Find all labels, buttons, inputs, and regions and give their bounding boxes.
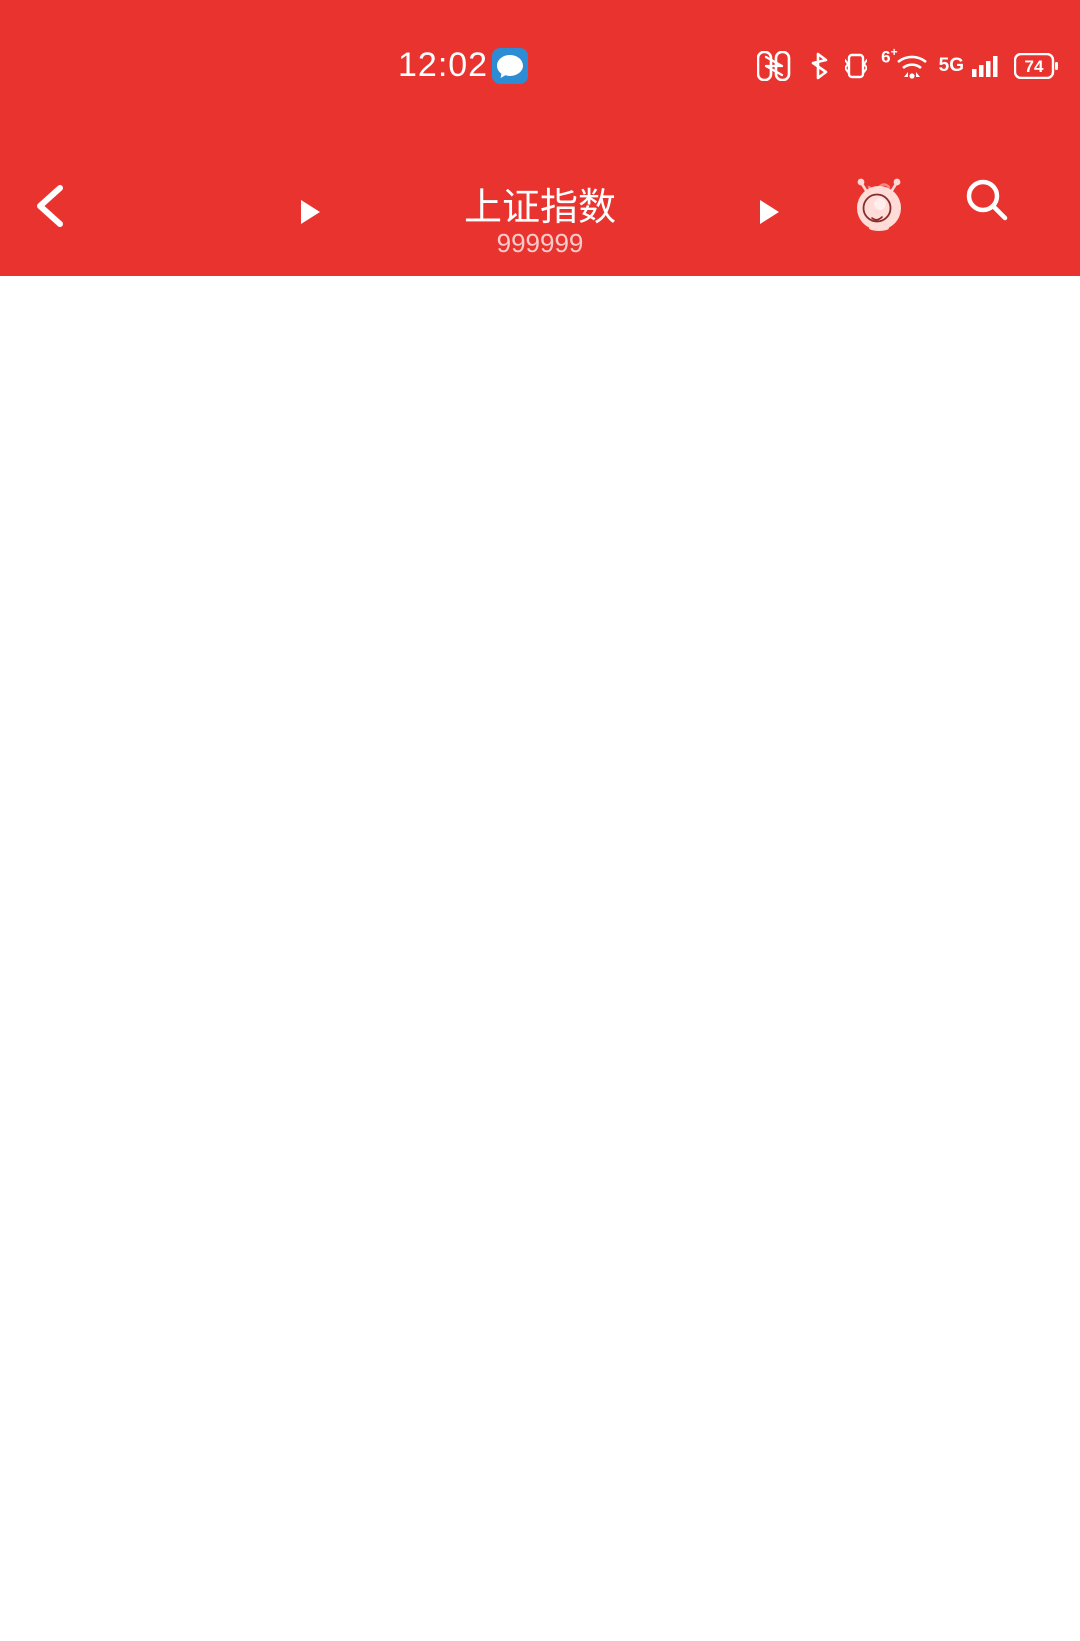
svg-text:74: 74 bbox=[1025, 57, 1044, 76]
